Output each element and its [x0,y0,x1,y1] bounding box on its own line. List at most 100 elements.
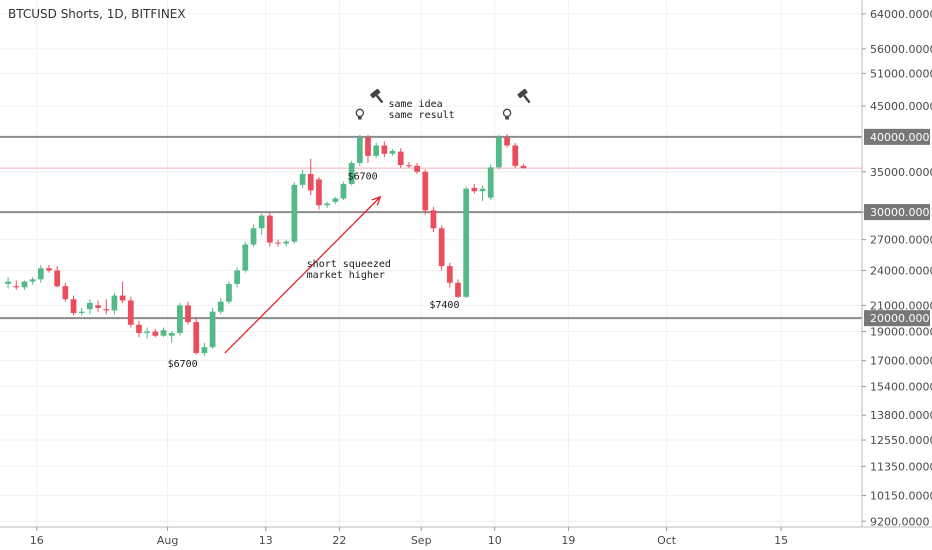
trend-arrow-head [371,195,382,206]
level-price-badge [864,204,930,221]
candle-body [275,242,281,244]
candle-body [389,150,396,154]
x-tick-label: 10 [488,534,502,547]
y-tick-label: 56000.0000 [870,43,932,56]
x-tick-label: Aug [157,534,178,547]
candle-body [406,165,412,167]
candle-body [242,244,249,271]
candle-body [414,165,420,172]
y-tick-label: 21000.0000 [870,299,932,312]
x-tick-label: 15 [774,534,788,547]
candle-body [316,179,322,206]
y-tick-label: 15400.0000 [870,381,932,394]
candle-body [168,332,175,336]
candle-body [324,203,330,206]
candle-body [87,302,93,310]
candle-body [5,281,11,284]
candle-body [29,279,36,282]
candle-body [37,268,44,280]
candle-body [422,171,429,211]
candle-body [152,331,159,336]
candle-body [307,174,314,191]
y-tick-label: 45000.0000 [870,100,932,113]
candle-body [299,174,306,185]
y-tick-label: 10150.0000 [870,490,932,503]
gavel-icon [370,88,384,104]
candle-body [78,311,85,313]
level-price-label: 20000.0000 [870,312,932,325]
candle-body [160,330,167,336]
candle-body [291,184,298,242]
candle-body [455,282,461,297]
lightbulb-icon [355,108,365,120]
x-tick-label: Sep [411,534,432,547]
candle-body [217,301,224,312]
candle-body [397,151,404,166]
candle-body [127,300,134,325]
x-tick-label: 16 [30,534,44,547]
candle-body [504,137,510,146]
candle-body [234,270,240,284]
candle-body [430,210,437,229]
candle-body [21,281,28,288]
y-tick-label: 51000.0000 [870,67,932,80]
candle-body [356,137,363,163]
candle-body [258,215,265,229]
candle-body [103,309,110,311]
chart-annotation: $7400 [429,300,459,311]
candle-body [446,266,453,283]
candle-body [209,311,216,348]
candle-body [487,167,494,198]
candle-body [463,188,470,297]
candle-body [185,305,191,323]
candle-body [438,228,445,267]
candle-body [520,165,527,169]
candle-body [62,286,69,300]
chart-annotation: $6700 [168,359,198,370]
candle-body [266,215,273,243]
chart-annotation: same result [388,110,454,121]
level-price-badge [864,128,930,145]
candle-body [373,145,380,156]
chart-title: BTCUSD Shorts, 1D, BITFINEX [8,7,186,21]
chart-annotation: same idea [388,99,442,110]
y-tick-label: 17000.0000 [870,355,932,368]
y-tick-label: 35000.0000 [870,166,932,179]
x-tick-label: Oct [657,534,677,547]
trend-arrow-line [224,196,381,354]
candle-body [512,145,519,166]
y-tick-label: 27000.0000 [870,234,932,247]
y-tick-label: 19000.0000 [870,326,932,339]
candle-body [332,198,339,202]
price-axis[interactable]: 64000.0000 56000.0000 51000.0000 45000.0000… [862,8,932,528]
candle-body [193,322,200,354]
candle-body [111,295,118,311]
candle-body [46,268,52,271]
candle-body [177,305,183,333]
candle-body [13,286,20,288]
candle-body [381,145,388,154]
x-tick-label: 13 [259,534,273,547]
candle-body [283,241,290,244]
candle-body [496,137,502,168]
y-tick-label: 12550.0000 [870,434,932,447]
grid-layer [0,0,862,527]
time-axis[interactable]: 16 Aug 13 22 Sep 10 19 Oct 15 [30,527,788,547]
candle-body [144,331,151,333]
gavel-icon [517,88,531,104]
candle-body [471,187,478,192]
candle-body [226,283,232,302]
y-tick-label: 64000.0000 [870,8,932,21]
y-tick-label: 9200.0000 [870,515,930,528]
lightbulb-icon [502,108,512,120]
level-price-badge [864,310,930,327]
y-tick-label: 24000.0000 [870,264,932,277]
chart-annotation: $6700 [348,171,378,182]
candle-body [136,324,142,333]
x-tick-label: 22 [332,534,346,547]
candle-body [250,228,257,245]
candle-body [70,299,77,313]
level-price-label: 30000.0000 [870,206,932,219]
